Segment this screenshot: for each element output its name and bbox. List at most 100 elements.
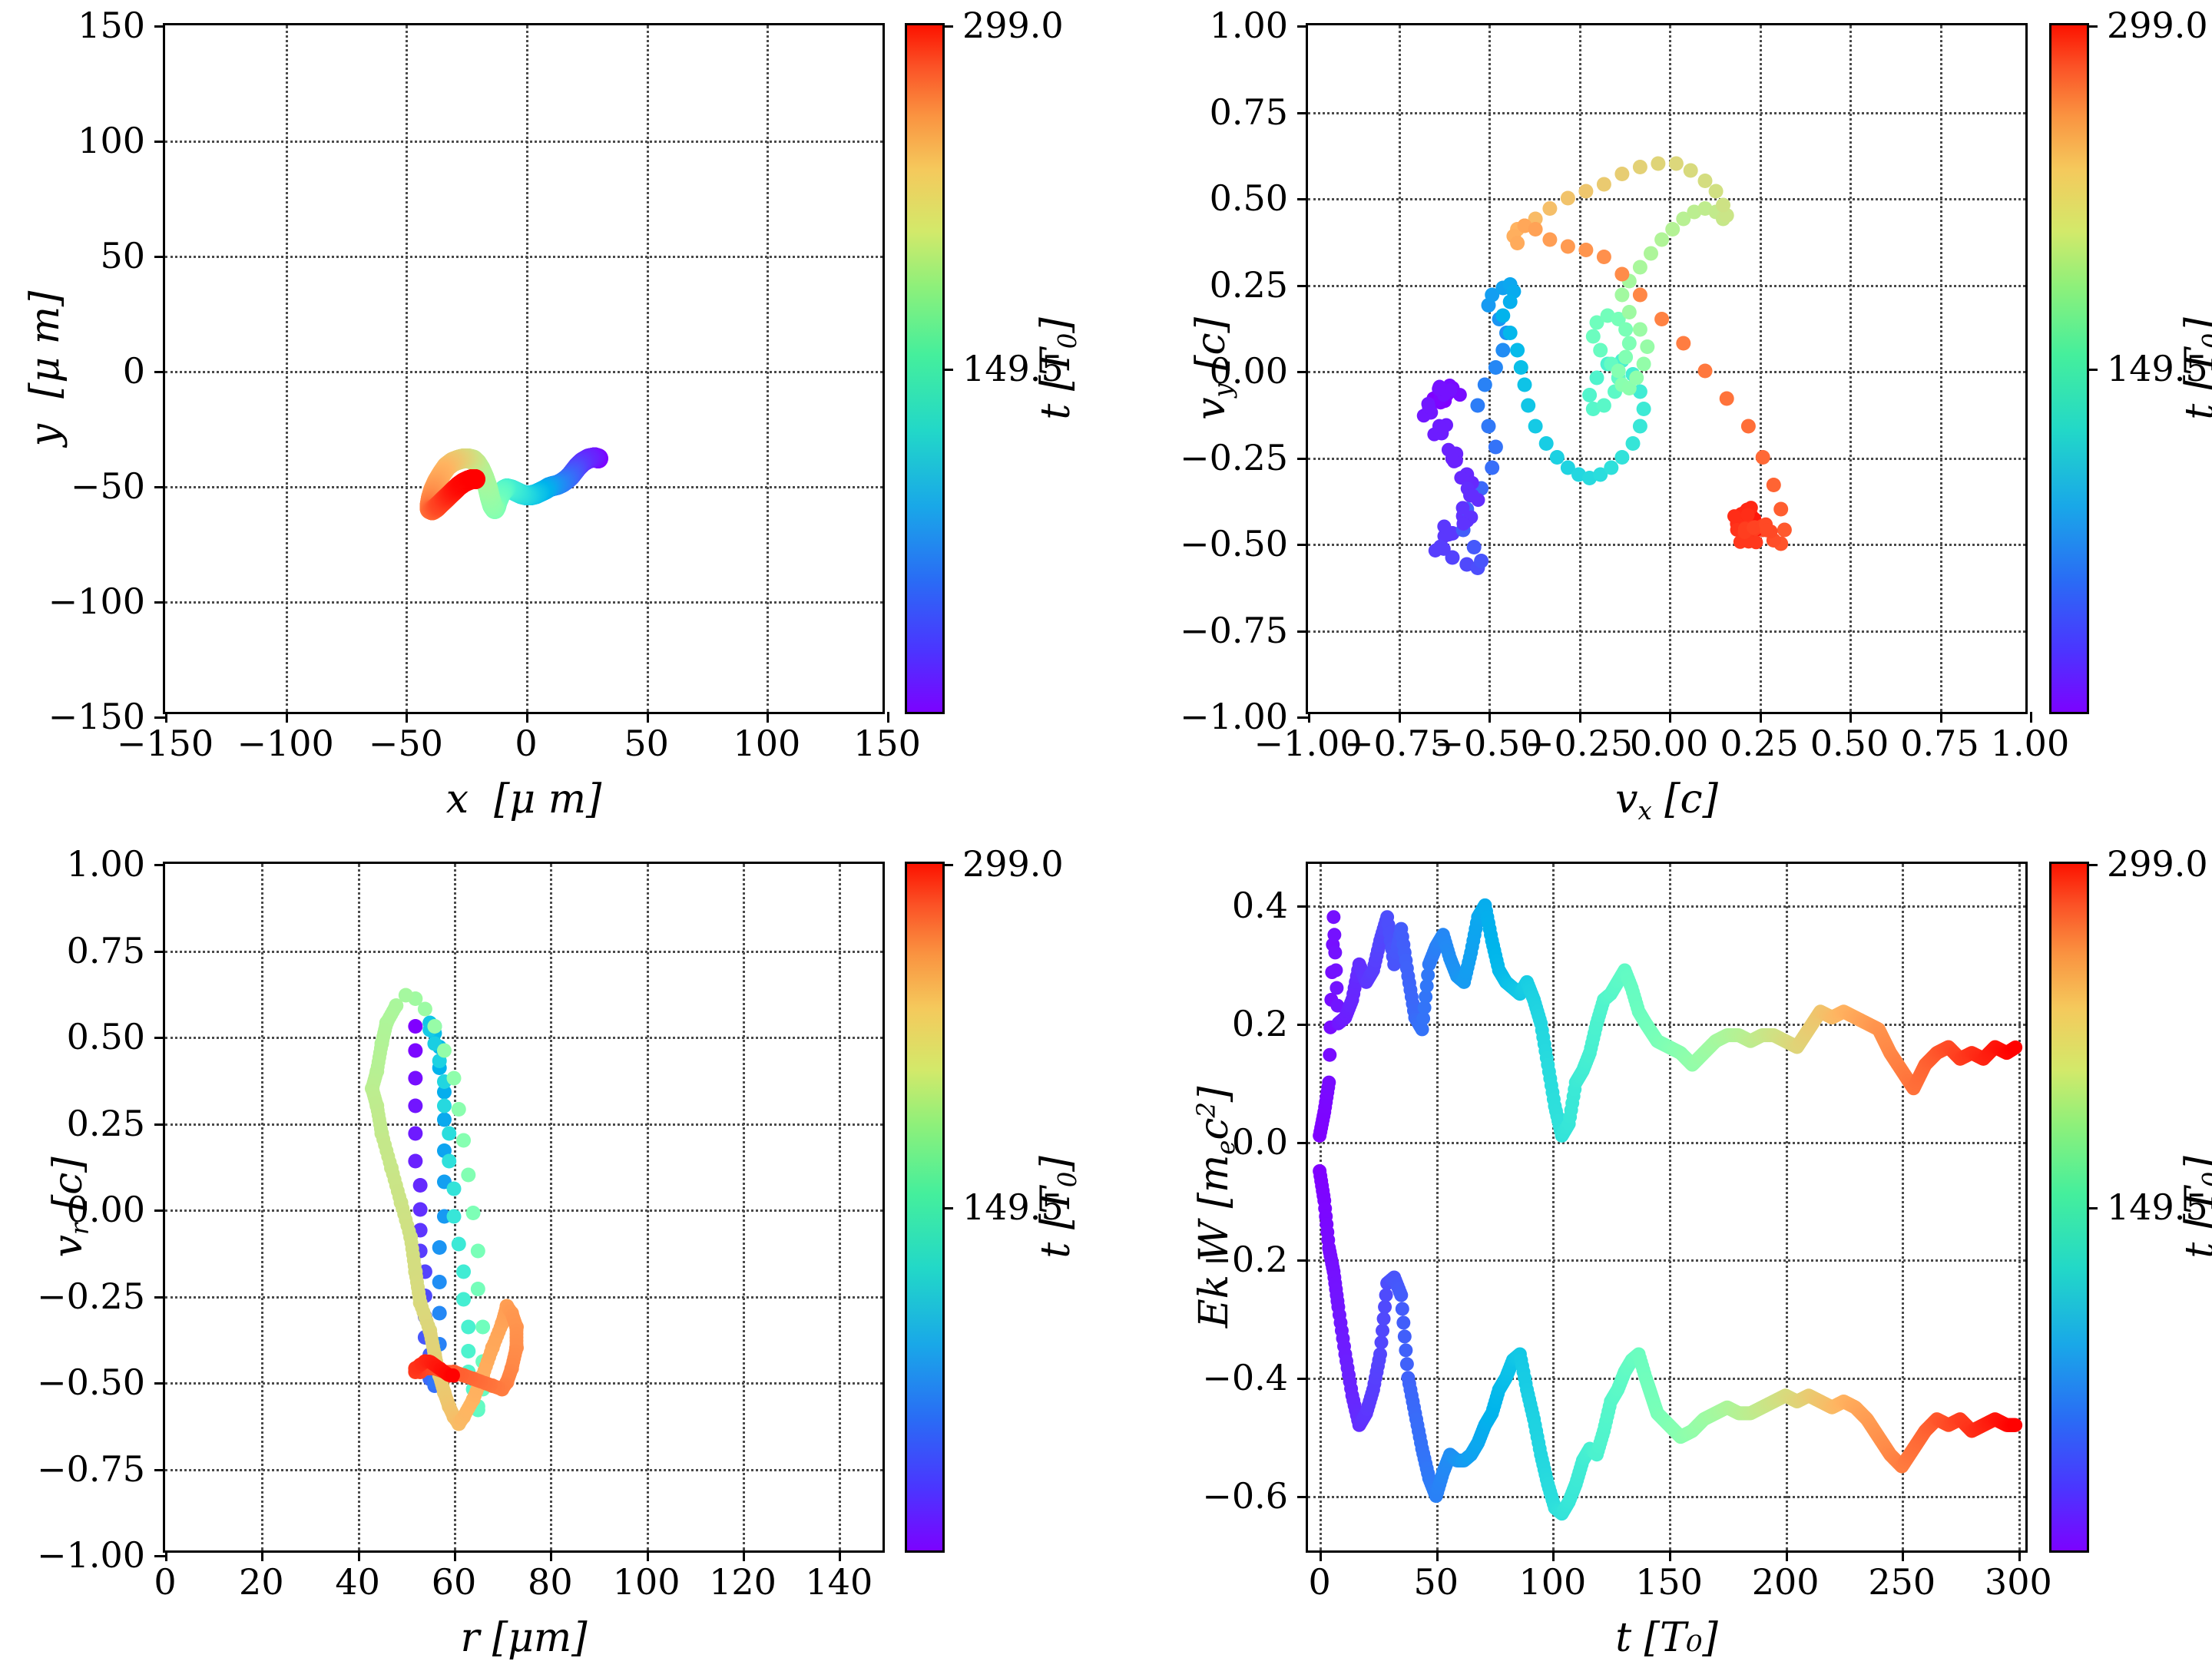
data-point: [1539, 436, 1554, 451]
colorbar-velocity-vx-vy: 299.0149.5t [T0]: [2049, 23, 2089, 714]
data-point: [1330, 981, 1343, 995]
data-point: [1465, 488, 1479, 502]
data-point: [456, 1265, 471, 1279]
colorbar-tick-top: [942, 864, 953, 866]
y-tick-mark: [1297, 1378, 1308, 1380]
colorbar-label-max: 299.0: [2107, 5, 2208, 46]
y-tick-label: −150: [48, 699, 145, 734]
data-point: [456, 1133, 471, 1148]
x-tick-mark: [647, 1550, 649, 1561]
data-layer-radial-velocity: [165, 864, 882, 1550]
x-tick-label: −0.25: [1525, 726, 1633, 761]
data-point: [1518, 378, 1532, 392]
x-tick-mark: [1320, 1550, 1322, 1561]
colorbar-title: t [T0]: [1033, 317, 1082, 419]
x-tick-label: 100: [1518, 1564, 1586, 1600]
data-point: [1488, 360, 1503, 375]
data-point: [1521, 399, 1535, 413]
y-tick-label: −100: [48, 584, 145, 619]
x-tick-mark: [261, 1550, 263, 1561]
data-point: [402, 1225, 416, 1239]
x-tick-label: 40: [335, 1564, 380, 1600]
y-tick-mark: [1297, 458, 1308, 460]
data-point: [1665, 222, 1680, 237]
y-tick-mark: [154, 25, 165, 28]
y-tick-label: −0.75: [37, 1451, 145, 1487]
data-point: [437, 1044, 452, 1058]
data-point: [1582, 388, 1597, 402]
data-point: [432, 1275, 447, 1289]
colorbar-tick-mid: [942, 1207, 953, 1209]
y-tick-mark: [1297, 371, 1308, 373]
y-tick-label: 0.25: [67, 1106, 145, 1141]
data-point: [1542, 201, 1557, 216]
colorbar-tick-top: [2087, 864, 2098, 866]
y-tick-mark: [154, 1382, 165, 1385]
colorbar-tick-mid: [2087, 1207, 2098, 1209]
y-tick-label: −0.6: [1202, 1478, 1288, 1514]
data-point: [1633, 160, 1647, 174]
y-tick-mark: [154, 1123, 165, 1126]
data-point: [1456, 517, 1470, 531]
x-tick-label: 120: [709, 1564, 777, 1600]
x-tick-mark: [1308, 712, 1310, 723]
data-point: [1604, 461, 1618, 475]
data-point: [1640, 339, 1654, 354]
y-axis-label: y [μ m]: [22, 291, 68, 447]
data-point: [437, 1099, 452, 1113]
y-tick-mark: [1297, 1496, 1308, 1498]
x-tick-mark: [2030, 712, 2032, 723]
data-point: [2008, 1418, 2022, 1432]
data-point: [1777, 523, 1792, 538]
x-tick-mark: [286, 712, 288, 723]
data-point: [408, 1044, 422, 1058]
data-point: [1767, 478, 1781, 492]
x-tick-mark: [887, 712, 889, 723]
data-point: [1437, 542, 1451, 556]
x-tick-label: 50: [1413, 1564, 1459, 1600]
data-point: [1654, 312, 1669, 326]
data-point: [1378, 1300, 1392, 1314]
y-tick-label: 0.4: [1232, 888, 1288, 923]
x-tick-mark: [550, 1550, 552, 1561]
data-point: [1495, 309, 1510, 323]
data-point: [461, 1344, 475, 1358]
x-tick-mark: [165, 712, 167, 723]
colorbar-label-max: 299.0: [2107, 843, 2208, 885]
data-point: [1322, 1076, 1336, 1090]
y-tick-mark: [154, 1555, 165, 1557]
data-point: [471, 1244, 485, 1259]
data-point: [1467, 540, 1482, 554]
data-point: [1561, 191, 1575, 206]
data-point: [1510, 343, 1525, 358]
data-point: [1396, 1315, 1410, 1329]
data-point: [1644, 247, 1658, 261]
y-tick-label: 0: [123, 353, 145, 389]
y-tick-label: 50: [100, 238, 145, 273]
x-tick-label: 250: [1868, 1564, 1936, 1600]
data-point: [1528, 419, 1543, 434]
data-point: [1329, 963, 1343, 977]
data-point: [1495, 343, 1510, 358]
data-point: [1593, 343, 1608, 358]
x-tick-mark: [2018, 1550, 2021, 1561]
data-point: [1626, 436, 1641, 451]
data-point: [1633, 288, 1647, 303]
data-point: [1503, 326, 1518, 340]
data-point: [1756, 450, 1770, 465]
data-point: [1470, 399, 1485, 413]
x-tick-label: 0.25: [1720, 726, 1798, 761]
y-tick-label: 1.00: [1210, 8, 1288, 43]
data-point: [1651, 157, 1665, 171]
data-point: [408, 1019, 422, 1034]
data-point: [1684, 164, 1698, 178]
y-tick-label: 0.50: [1210, 180, 1288, 216]
x-axis-label: x [μ m]: [446, 776, 602, 822]
y-tick-mark: [1297, 630, 1308, 633]
data-point: [408, 1071, 422, 1086]
plot-area-trajectory-xy: [165, 25, 882, 712]
y-tick-label: 0.75: [1210, 94, 1288, 130]
colorbar-label-max: 299.0: [962, 843, 1064, 885]
colorbar-label-max: 299.0: [962, 5, 1064, 46]
y-tick-label: −0.50: [1180, 526, 1288, 561]
